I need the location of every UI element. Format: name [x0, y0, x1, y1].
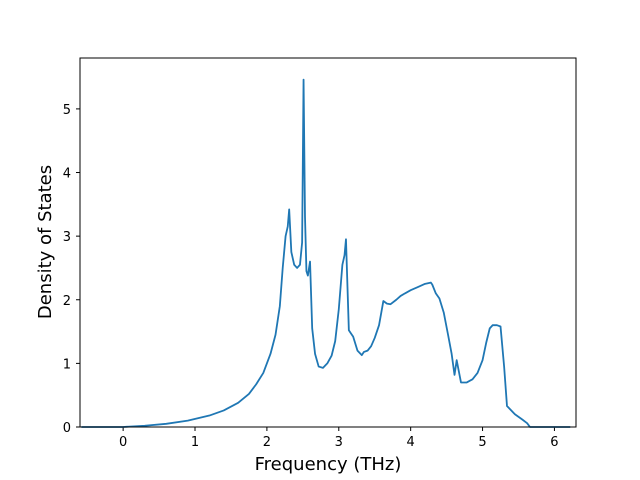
y-tick-label: 5	[63, 103, 71, 118]
y-axis-ticks: 0 1 2 3 4 5	[63, 103, 80, 436]
x-tick-label: 5	[478, 435, 486, 450]
x-axis-label: Frequency (THz)	[255, 454, 402, 475]
x-tick-label: 4	[407, 435, 415, 450]
y-tick-label: 0	[63, 421, 71, 436]
y-tick-label: 2	[63, 294, 71, 309]
x-tick-label: 6	[550, 435, 558, 450]
dos-series-line	[81, 78, 571, 428]
x-axis-ticks: 0 1 2 3 4 5 6	[119, 427, 559, 450]
y-tick-label: 1	[63, 357, 71, 372]
plot-frame	[79, 57, 577, 428]
x-tick-label: 0	[119, 435, 127, 450]
y-tick-label: 3	[63, 230, 71, 245]
x-tick-label: 1	[191, 435, 199, 450]
x-tick-label: 2	[263, 435, 271, 450]
y-tick-label: 4	[63, 167, 71, 182]
plot-area	[80, 58, 576, 427]
y-axis-label: Density of States	[35, 165, 56, 319]
x-tick-label: 3	[335, 435, 343, 450]
